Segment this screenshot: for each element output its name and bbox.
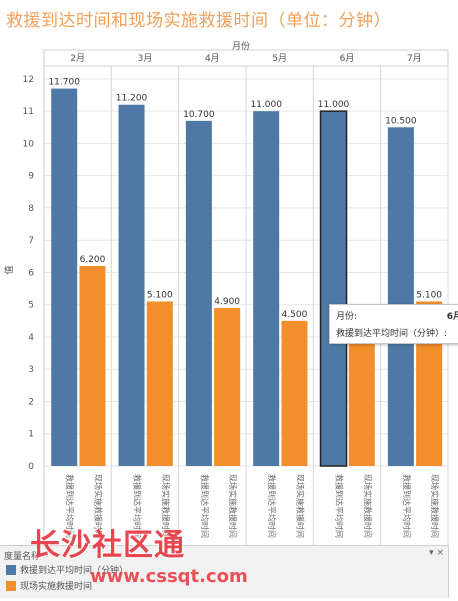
month-header-label: 6月	[340, 53, 355, 64]
bar-arrival	[319, 110, 348, 467]
y-tick-label: 6	[28, 268, 34, 278]
y-tick-label: 5	[28, 301, 34, 311]
chart-title: 救援到达时间和现场实施救援时间（单位：分钟）	[6, 11, 391, 31]
month-axis-title: 月份	[232, 42, 251, 52]
watermark-logo: 长沙社区通	[30, 528, 185, 563]
y-tick-label: 3	[28, 365, 34, 375]
bar-onsite	[281, 320, 308, 466]
bar-value-label: 4.900	[214, 297, 240, 307]
y-tick-label: 8	[28, 204, 34, 214]
y-tick-label: 10	[23, 139, 35, 149]
tooltip-month-value: 6月	[446, 312, 458, 322]
bar-value-label: 11.000	[250, 100, 282, 110]
legend-item-onsite[interactable]: 现场实施救援时间	[6, 579, 92, 592]
y-tick-label: 2	[28, 397, 34, 407]
bar-value-label: 5.100	[416, 290, 442, 300]
y-tick-label: 4	[28, 333, 34, 343]
bar-arrival	[387, 127, 414, 467]
bar-arrival	[253, 111, 280, 467]
x-measure-label: 现场实施救援时间	[93, 474, 103, 538]
x-measure-label: 救援到达平均时间	[133, 474, 143, 538]
y-tick-label: 11	[23, 107, 34, 117]
x-measure-label: 现场实施救援时间	[228, 474, 238, 538]
legend-controls-icon[interactable]: ▾ ×	[429, 548, 444, 558]
y-tick-label: 0	[28, 462, 34, 472]
tooltip-month-label: 月份:	[336, 312, 358, 322]
legend-label-arrival: 救援到达平均时间（分钟）	[20, 566, 129, 576]
x-measure-label: 现场实施救援时间	[161, 474, 171, 538]
month-header-label: 2月	[70, 53, 85, 64]
bar-onsite	[214, 307, 241, 466]
bar-value-label: 11.000	[318, 100, 350, 110]
bar-arrival	[51, 88, 78, 467]
x-measure-label: 救援到达平均时间	[335, 474, 345, 538]
legend-label-onsite: 现场实施救援时间	[20, 582, 93, 592]
x-measure-label: 救援到达平均时间	[65, 474, 75, 538]
bar-value-label: 6.200	[80, 255, 106, 265]
x-measure-label: 救援到达平均时间	[267, 474, 277, 538]
legend-swatch-onsite	[6, 580, 16, 591]
bar-value-label: 4.500	[282, 310, 308, 320]
bar-onsite	[146, 301, 173, 466]
bar-value-label: 11.700	[48, 78, 80, 88]
month-header-band	[43, 49, 449, 67]
legend-swatch-arrival	[6, 564, 16, 575]
y-axis-title: 值	[3, 265, 15, 274]
month-header-label: 5月	[272, 53, 287, 64]
x-measure-label: 救援到达平均时间	[200, 474, 210, 538]
bar-arrival	[185, 120, 212, 466]
month-header-label: 7月	[407, 53, 422, 64]
legend-item-arrival[interactable]: 救援到达平均时间（分钟）	[6, 563, 128, 576]
x-measure-label: 救援到达平均时间	[402, 474, 412, 538]
y-tick-label: 7	[28, 236, 34, 246]
bar-onsite	[79, 266, 106, 466]
bar-value-label: 10.700	[183, 110, 215, 120]
x-measure-label: 现场实施救援时间	[430, 474, 440, 538]
bar-arrival	[118, 104, 145, 466]
y-tick-label: 1	[28, 430, 34, 440]
x-measure-label: 现场实施救援时间	[363, 474, 373, 538]
tooltip-measure-label: 救援到达平均时间（分钟）:	[336, 329, 448, 339]
month-header-label: 4月	[205, 53, 220, 64]
watermark-url: www.cssqt.com	[90, 566, 248, 587]
legend-panel: 度量名称 ▾ × 救援到达平均时间（分钟） 现场实施救援时间	[0, 545, 449, 598]
month-header-label: 3月	[138, 53, 153, 64]
y-tick-label: 12	[23, 75, 34, 85]
tooltip: 月份: 6月 救援到达平均时间（分钟）: 11	[329, 304, 458, 344]
legend-title: 度量名称	[4, 552, 41, 562]
y-tick-label: 9	[28, 172, 34, 182]
bar-value-label: 11.200	[116, 94, 148, 104]
x-measure-label: 现场实施救援时间	[295, 474, 305, 538]
bar-value-label: 5.100	[147, 290, 173, 300]
bar-value-label: 10.500	[385, 116, 417, 126]
